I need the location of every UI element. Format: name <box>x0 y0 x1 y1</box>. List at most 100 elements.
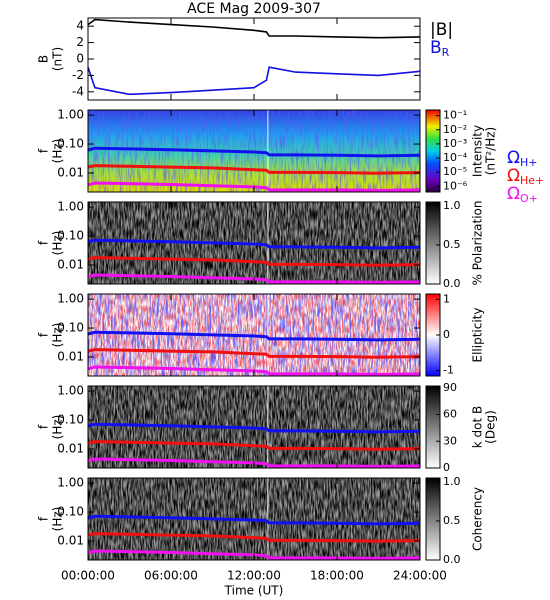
colorbar-label: Intensity <box>471 125 485 177</box>
colorbar-tick-label: 60 <box>443 408 457 421</box>
y-tick-label: 1.00 <box>57 476 84 490</box>
y-tick-label: 0.10 <box>57 229 84 243</box>
colorbar-tick-label: 30 <box>443 434 457 447</box>
chart-title: ACE Mag 2009-307 <box>187 1 321 17</box>
colorbar-tick-label: 1.0 <box>443 475 461 488</box>
colorbar-label: Coherency <box>471 487 485 551</box>
legend-entry: ΩHe+ <box>507 166 544 187</box>
x-tick-label: 06:00:00 <box>144 569 198 583</box>
colorbar-tick-label: 0.0 <box>443 553 461 566</box>
y-tick-label: 0.10 <box>57 321 84 335</box>
y-tick-label: 0.01 <box>57 533 84 547</box>
y-tick-label: 0.01 <box>57 349 84 363</box>
colorbar-tick-label: 0.5 <box>443 238 461 251</box>
x-tick-label: 24:00:00 <box>393 569 447 583</box>
y-axis-label: (Hz) <box>51 507 65 532</box>
legend-subscript: R <box>442 46 450 59</box>
legend-name: Ω <box>507 166 520 186</box>
y-tick-label: 0.10 <box>57 413 84 427</box>
colorbar-tick-label: 10⁻¹ <box>443 109 467 122</box>
legend-name: B <box>430 38 442 58</box>
series-line <box>87 238 421 250</box>
y-tick-label: -2 <box>72 68 84 82</box>
series-line <box>87 330 421 342</box>
series-line <box>87 514 421 526</box>
y-tick-label: 0.10 <box>57 505 84 519</box>
y-tick-label: 2 <box>76 35 84 49</box>
y-tick-label: 1.00 <box>57 108 84 122</box>
legend-entry: ΩH+ <box>507 148 538 169</box>
colorbar-tick-label: 10⁻⁶ <box>443 179 468 192</box>
series-line <box>87 18 421 39</box>
series-line <box>87 164 421 175</box>
y-axis-label: (Hz) <box>51 139 65 164</box>
y-tick-label: 0.01 <box>57 257 84 271</box>
legend-subscript: He+ <box>520 174 544 187</box>
series-line <box>87 440 421 451</box>
legend-entry: BR <box>430 38 450 59</box>
colorbar-tick-label: 1 <box>443 292 450 305</box>
series-line <box>87 348 421 359</box>
series-line <box>87 549 421 560</box>
colorbar-label: Ellipticity <box>471 308 485 363</box>
legend-entry: ΩO+ <box>507 184 538 205</box>
y-tick-label: 0 <box>76 52 84 66</box>
colorbar <box>425 385 441 469</box>
series-line <box>87 365 421 376</box>
colorbar-tick-label: 10⁻² <box>443 123 467 136</box>
y-axis-label: f <box>37 148 51 153</box>
y-tick-label: 1.00 <box>57 200 84 214</box>
series-line <box>87 146 421 158</box>
y-axis-label: f <box>37 424 51 429</box>
y-axis-label: (nT) <box>51 47 65 71</box>
series-line <box>87 532 421 543</box>
colorbar <box>425 477 441 561</box>
series-line <box>87 273 421 284</box>
y-tick-label: 0.01 <box>57 441 84 455</box>
legend-name: Ω <box>507 184 520 204</box>
colorbar-tick-label: 1.0 <box>443 199 461 212</box>
colorbar-tick-label: 10⁻⁵ <box>443 165 467 178</box>
y-axis-label: (Hz) <box>51 323 65 348</box>
series-line <box>87 181 421 192</box>
legend-entry: |B| <box>430 20 453 40</box>
colorbar-tick-label: 90 <box>443 381 457 394</box>
y-tick-label: -4 <box>72 84 84 98</box>
y-axis-label: f <box>37 240 51 245</box>
colorbar <box>425 109 441 193</box>
colorbar-tick-label: -1 <box>443 364 454 377</box>
colorbar-label: (Deg) <box>484 410 498 444</box>
x-tick-label: 18:00:00 <box>310 569 364 583</box>
colorbar-label: k dot B <box>471 406 485 448</box>
colorbar-tick-label: 0.0 <box>443 277 461 290</box>
y-axis-label: f <box>37 516 51 521</box>
colorbar-tick-label: 0 <box>443 461 450 474</box>
y-axis-label: B <box>37 55 51 63</box>
legend-subscript: H+ <box>520 156 538 169</box>
x-tick-label: 00:00:00 <box>61 569 115 583</box>
x-tick-label: 12:00:00 <box>227 569 281 583</box>
colorbar-tick-label: 0 <box>443 328 450 341</box>
legend-subscript: O+ <box>520 192 538 205</box>
y-tick-label: 0.10 <box>57 137 84 151</box>
y-axis-label: (Hz) <box>51 415 65 440</box>
colorbar-label: % Polarization <box>471 201 485 286</box>
colorbar-tick-label: 0.5 <box>443 514 461 527</box>
y-axis-label: (Hz) <box>51 231 65 256</box>
y-tick-label: 0.01 <box>57 165 84 179</box>
y-tick-label: 4 <box>76 19 84 33</box>
colorbar-tick-label: 10⁻⁴ <box>443 151 468 164</box>
series-line <box>87 422 421 434</box>
y-axis-label: f <box>37 332 51 337</box>
series-line <box>87 256 421 267</box>
series-line <box>87 457 421 468</box>
y-tick-label: 1.00 <box>57 292 84 306</box>
legend-name: Ω <box>507 148 520 168</box>
y-tick-label: 1.00 <box>57 384 84 398</box>
legend-name: |B| <box>430 20 453 40</box>
x-axis-label: Time (UT) <box>224 584 284 598</box>
colorbar <box>425 201 441 285</box>
colorbar-label: (nT²/Hz) <box>484 127 498 175</box>
colorbar-tick-label: 10⁻³ <box>443 137 467 150</box>
